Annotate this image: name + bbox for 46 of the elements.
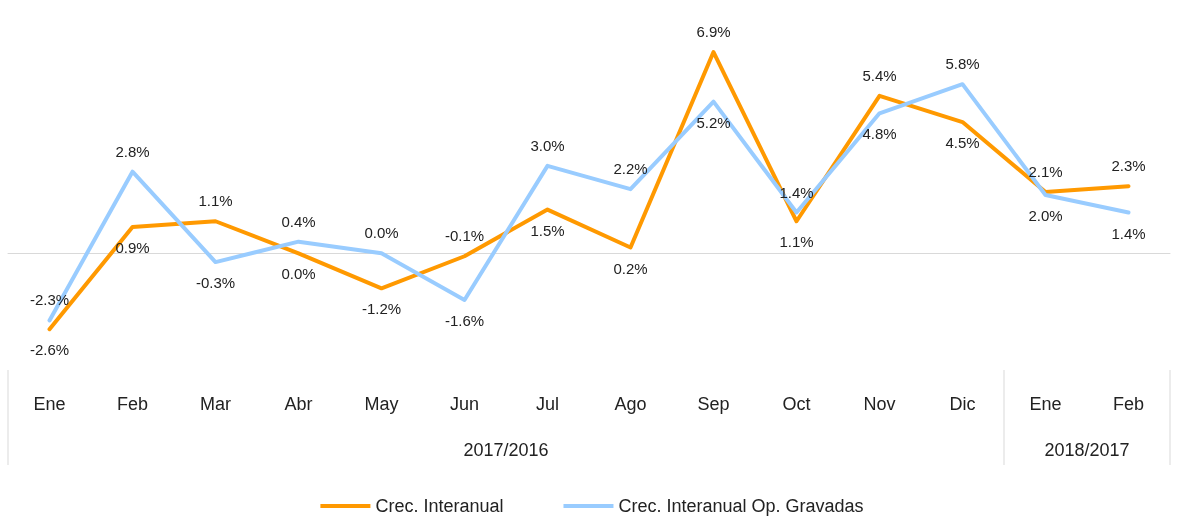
x-tick-label: Oct <box>782 394 811 414</box>
x-tick-label: Jul <box>535 394 560 414</box>
x-tick-label: Ene <box>1029 394 1062 414</box>
data-label: 1.4% <box>1111 224 1146 242</box>
data-label: 3.0% <box>530 136 565 154</box>
data-label: 2.1% <box>1028 163 1063 181</box>
x-tick-label: Sep <box>697 394 730 414</box>
data-label: 0.0% <box>364 224 399 242</box>
data-label: 2.2% <box>613 160 648 178</box>
data-label: 1.5% <box>530 221 565 239</box>
data-label: 0.4% <box>281 212 316 230</box>
data-label: -1.2% <box>361 300 402 318</box>
data-label: 2.3% <box>1111 157 1146 175</box>
legend-label: Crec. Interanual <box>375 496 504 516</box>
data-label: -1.6% <box>444 312 485 329</box>
data-label: 1.1% <box>198 192 233 210</box>
x-tick-label: Feb <box>116 394 149 414</box>
data-label: 0.9% <box>115 239 150 257</box>
data-label: 1.1% <box>779 233 814 251</box>
x-tick-label: Ago <box>614 394 647 414</box>
data-label: 6.9% <box>696 23 731 41</box>
data-label: -2.6% <box>29 341 70 359</box>
text: 2017/2016 <box>463 440 549 460</box>
data-label: 5.4% <box>862 66 897 84</box>
data-label: 1.4% <box>779 183 814 201</box>
x-tick-label: Dic <box>949 394 976 414</box>
x-tick-label: Jun <box>449 394 480 414</box>
x-tick-label: Ene <box>33 394 66 414</box>
data-label: 5.2% <box>696 113 731 131</box>
x-tick-label: Feb <box>1112 394 1145 414</box>
legend-label: Crec. Interanual Op. Gravadas <box>618 496 864 516</box>
text: 2018/2017 <box>1044 440 1130 460</box>
x-tick-label: Nov <box>863 394 896 414</box>
data-label: 5.8% <box>945 55 980 73</box>
data-label: 4.8% <box>862 125 897 143</box>
x-tick-label: May <box>364 394 399 414</box>
x-tick-label: Mar <box>200 394 231 414</box>
data-label: 2.0% <box>1028 207 1063 224</box>
data-label: 2.8% <box>115 142 150 160</box>
data-label: 0.0% <box>281 265 316 283</box>
data-label: 4.5% <box>945 134 980 152</box>
data-label: -0.3% <box>195 274 236 292</box>
data-label: 0.2% <box>613 259 648 277</box>
data-label: -2.3% <box>29 291 70 309</box>
data-label: -0.1% <box>444 227 485 245</box>
x-tick-label: Abr <box>284 394 313 414</box>
